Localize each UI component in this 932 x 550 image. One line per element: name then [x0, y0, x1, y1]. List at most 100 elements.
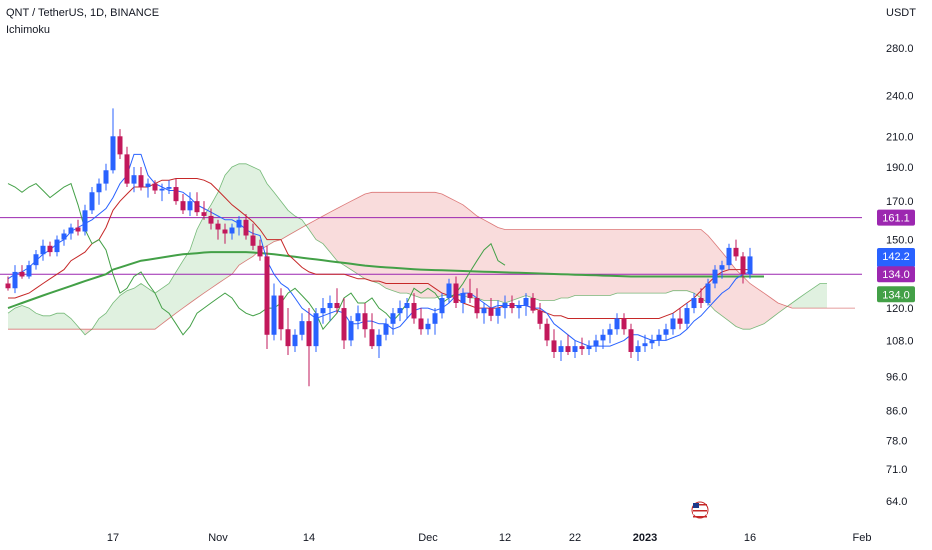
candle-body	[362, 313, 368, 330]
candle-body	[432, 313, 438, 324]
cloud-segment	[484, 219, 491, 301]
cloud-segment	[407, 192, 414, 296]
cloud-segment	[631, 229, 638, 294]
y-tick-label: 210.0	[886, 131, 914, 143]
candle-body	[649, 340, 655, 344]
us-flag-icon	[691, 501, 709, 519]
candle-body	[201, 212, 207, 216]
cloud-segment	[309, 219, 316, 240]
cloud-segment	[442, 194, 449, 296]
cloud-segment	[505, 229, 512, 303]
cloud-segment	[519, 229, 526, 298]
candle-body	[663, 329, 669, 335]
candle-body	[670, 318, 676, 330]
cloud-segment	[365, 192, 372, 282]
candle-body	[411, 302, 417, 319]
candle-body	[733, 247, 739, 257]
cloud-segment	[22, 305, 29, 330]
candle-body	[628, 329, 634, 352]
cloud-segment	[659, 229, 666, 294]
cloud-segment	[218, 175, 225, 284]
candle-body	[488, 308, 494, 316]
candle-body	[369, 329, 375, 347]
indicator-label[interactable]: Ichimoku	[6, 24, 51, 36]
x-tick-label: 2023	[633, 532, 657, 544]
candle-body	[677, 318, 683, 324]
candle-body	[509, 302, 515, 309]
cloud-segment	[596, 229, 603, 296]
cloud-segment	[400, 192, 407, 294]
cloud-segment	[764, 293, 771, 324]
cloud-segment	[617, 229, 624, 294]
y-tick-label: 71.0	[886, 464, 907, 476]
candle-body	[257, 245, 263, 257]
candle-body	[117, 136, 123, 155]
y-tick-label: 86.0	[886, 405, 907, 417]
flag-stripe	[693, 510, 707, 512]
candle-body	[383, 323, 389, 335]
y-tick-label: 170.0	[886, 196, 914, 208]
cloud-segment	[582, 229, 589, 296]
price-badge	[877, 266, 915, 283]
cloud-segment	[750, 283, 757, 330]
candle-body	[348, 321, 354, 341]
cloud-segment	[36, 313, 43, 330]
cloud-segment	[428, 192, 435, 298]
cloud-segment	[225, 167, 232, 279]
candle-body	[446, 283, 452, 298]
cloud-segment	[190, 229, 197, 303]
x-tick-label: Feb	[853, 532, 872, 544]
candle-body	[327, 302, 333, 309]
cloud-segment	[106, 302, 113, 330]
x-tick-label: 22	[569, 532, 581, 544]
cloud-segment	[694, 229, 701, 298]
price-badge	[877, 286, 915, 303]
candle-body	[96, 183, 102, 193]
currency-label: USDT	[886, 7, 916, 19]
cloud-segment	[526, 229, 533, 298]
cloud-segment	[449, 197, 456, 296]
cloud-segment	[463, 204, 470, 298]
cloud-segment	[358, 194, 365, 279]
cloud-segment	[610, 229, 617, 296]
cloud-segment	[330, 208, 337, 261]
candle-body	[5, 283, 11, 289]
cloud-segment	[456, 201, 463, 296]
candle-body	[124, 154, 130, 184]
candle-body	[726, 247, 732, 266]
cloud-segment	[512, 229, 519, 301]
cloud-segment	[680, 229, 687, 291]
candle-body	[54, 239, 60, 253]
candle-body	[264, 256, 270, 335]
candle-body	[747, 256, 753, 275]
candle-body	[152, 183, 158, 191]
candle-body	[334, 302, 340, 309]
cloud-segment	[470, 210, 477, 298]
cloud-segment	[50, 313, 57, 330]
candle-body	[523, 297, 529, 306]
candle-body	[572, 346, 578, 352]
y-tick-label: 96.0	[886, 372, 907, 384]
x-tick-label: Dec	[418, 532, 438, 544]
cloud-segment	[414, 192, 421, 298]
candle-body	[551, 340, 557, 352]
cloud-segment	[162, 283, 169, 324]
candle-body	[341, 308, 347, 341]
candle-body	[516, 305, 522, 309]
cloud-segment	[155, 288, 162, 330]
time-axis[interactable]: 17Nov14Dec1222202316Feb13	[107, 532, 932, 544]
candle-body	[684, 308, 690, 324]
candle-body	[544, 323, 550, 341]
candle-body	[656, 334, 662, 341]
cloud-segment	[344, 201, 351, 270]
candle-body	[467, 293, 473, 298]
candle-body	[243, 219, 249, 236]
cloud-segment	[71, 318, 78, 330]
candle-body	[215, 223, 221, 230]
candle-body	[740, 256, 746, 275]
candle-body	[75, 227, 81, 232]
candle-body	[229, 227, 235, 234]
candle-body	[278, 295, 284, 330]
cloud-segment	[568, 229, 575, 298]
